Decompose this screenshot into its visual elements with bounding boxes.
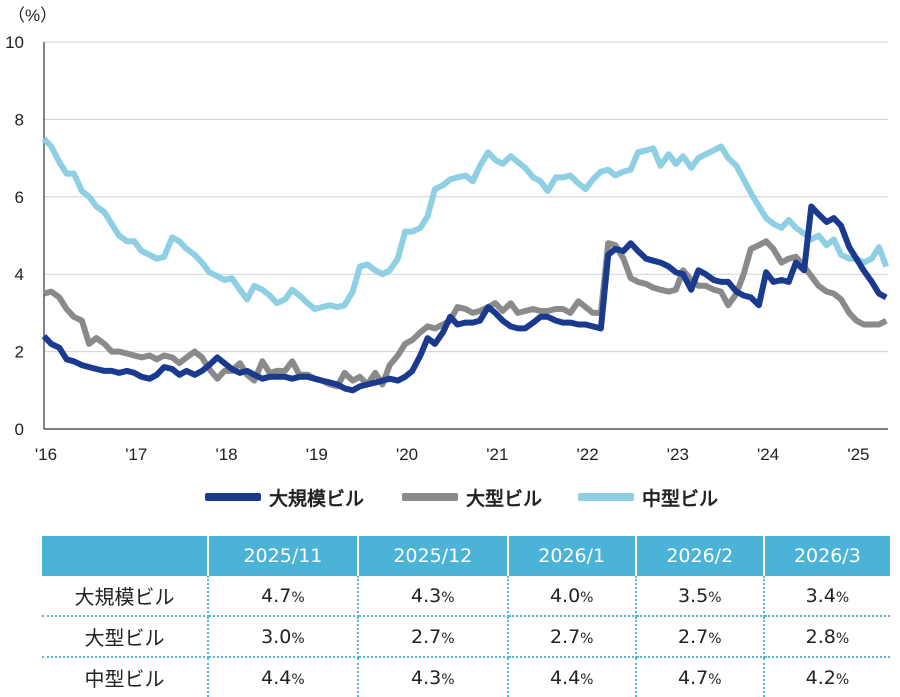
legend-label-mid: 中型ビル	[642, 487, 719, 510]
y-tick-label: 8	[15, 110, 24, 129]
gridlines	[43, 41, 888, 430]
table-cell: 4.7%	[635, 657, 765, 697]
table-row-label: 中型ビル	[42, 657, 209, 697]
y-tick-label: 2	[15, 343, 24, 362]
series-line-1	[43, 238, 888, 390]
x-tick-label: '21	[486, 445, 508, 464]
legend-label-large-scale: 大規模ビル	[269, 487, 365, 510]
x-axis-ticks: '16 '17 '18 '19 '20 '21 '22 '23 '24 '25	[35, 445, 870, 464]
table-row: 大規模ビル 4.7% 4.3% 4.0% 3.5% 3.4%	[42, 576, 890, 617]
table-column-header: 2026/2	[635, 536, 765, 576]
table-row: 大型ビル 3.0% 2.7% 2.7% 2.7% 2.8%	[42, 616, 890, 658]
legend-item-large-scale: 大規模ビル	[205, 482, 364, 512]
x-tick-label: '19	[306, 445, 328, 464]
y-axis-ticks: 0 2 4 6 8 10	[5, 33, 24, 439]
y-tick-label: 10	[5, 33, 24, 52]
x-tick-label: '16	[35, 445, 57, 464]
y-tick-label: 6	[15, 188, 24, 207]
table-cell: 4.7%	[208, 576, 359, 617]
legend-item-large: 大型ビル	[402, 482, 542, 512]
table-cell: 4.2%	[805, 666, 850, 689]
legend-item-mid: 中型ビル	[578, 482, 718, 512]
table-column-header: 2026/3	[763, 536, 890, 576]
y-tick-label: 4	[15, 265, 24, 284]
x-tick-label: '23	[667, 445, 689, 464]
legend-swatch-large-scale	[205, 493, 261, 501]
x-tick-label: '18	[215, 445, 237, 464]
x-tick-label: '17	[125, 445, 147, 464]
table-cell: 4.3%	[357, 576, 509, 617]
x-tick-label: '22	[577, 445, 599, 464]
y-axis-unit-label: （%）	[8, 6, 57, 25]
x-tick-label: '24	[757, 445, 779, 464]
table-corner-cell	[42, 536, 209, 576]
series-line-2	[41, 136, 890, 312]
table-column-header: 2026/1	[507, 536, 637, 576]
chart-legend: 大規模ビル 大型ビル 中型ビル	[0, 482, 900, 512]
legend-label-large: 大型ビル	[466, 487, 543, 510]
table-cell: 2.7%	[507, 616, 637, 658]
series-lines	[41, 136, 890, 394]
table-cell: 3.0%	[208, 616, 359, 658]
x-tick-label: '20	[396, 445, 418, 464]
table-cell: 4.4%	[208, 657, 359, 697]
table-cell: 3.4%	[763, 576, 890, 617]
series-line-0	[41, 203, 888, 394]
table-cell: 3.5%	[635, 576, 765, 617]
table-cell: 4.0%	[507, 576, 637, 617]
legend-swatch-mid	[578, 493, 634, 501]
y-tick-label: 0	[15, 420, 24, 439]
table-cell: 2.7%	[357, 616, 509, 658]
table-row: 中型ビル 4.4% 4.3% 4.4% 4.7% 4.2%	[42, 657, 890, 697]
table-column-header: 2025/11	[208, 536, 359, 576]
table-cell: 4.4%	[507, 657, 637, 697]
table-row-label: 大型ビル	[42, 616, 209, 658]
table-cell: 2.7%	[635, 616, 765, 658]
legend-swatch-large	[402, 493, 458, 501]
table-cell: 2.8%	[763, 616, 890, 658]
vacancy-rate-table: 2025/11 2025/12 2026/1 2026/2 2026/3 大規模…	[42, 536, 890, 697]
table-row-label: 大規模ビル	[42, 576, 209, 617]
table-cell: 4.3%	[357, 657, 509, 697]
x-tick-label: '25	[847, 445, 869, 464]
table-column-header: 2025/12	[357, 536, 509, 576]
table-header-row: 2025/11 2025/12 2026/1 2026/2 2026/3	[42, 536, 890, 576]
